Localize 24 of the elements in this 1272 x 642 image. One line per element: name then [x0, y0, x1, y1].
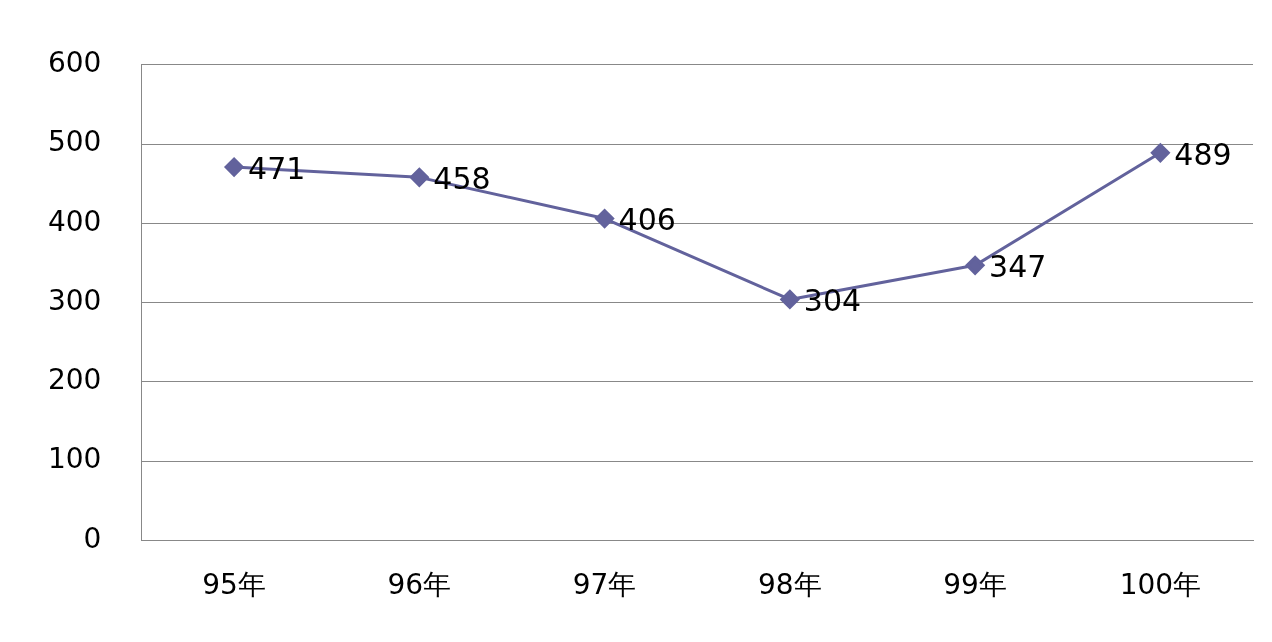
point — [965, 255, 985, 275]
data-label: 458 — [433, 161, 491, 197]
y-tick-label: 400 — [47, 204, 102, 238]
point — [409, 167, 429, 187]
point — [595, 209, 615, 229]
y-tick-label: 600 — [47, 46, 102, 80]
y-tick-label: 500 — [47, 125, 102, 159]
point — [780, 289, 800, 309]
x-tick-label: 95年 — [202, 568, 266, 602]
x-tick-label: 99年 — [943, 568, 1007, 602]
y-tick-label: 100 — [47, 442, 102, 476]
y-tick-label: 300 — [47, 283, 102, 317]
x-tick-label: 97年 — [572, 568, 637, 602]
x-tick-label: 98年 — [758, 568, 822, 602]
y-tick-label: 0 — [83, 521, 102, 555]
x-tick-label: 96年 — [387, 568, 452, 602]
point — [224, 157, 244, 177]
x-tick-label: 100年 — [1119, 568, 1202, 602]
data-label: 489 — [1174, 136, 1232, 172]
y-tick-label: 200 — [47, 363, 102, 397]
data-label: 304 — [803, 283, 862, 319]
data-label: 347 — [989, 249, 1047, 285]
point — [1150, 143, 1170, 163]
data-label: 406 — [618, 202, 676, 238]
